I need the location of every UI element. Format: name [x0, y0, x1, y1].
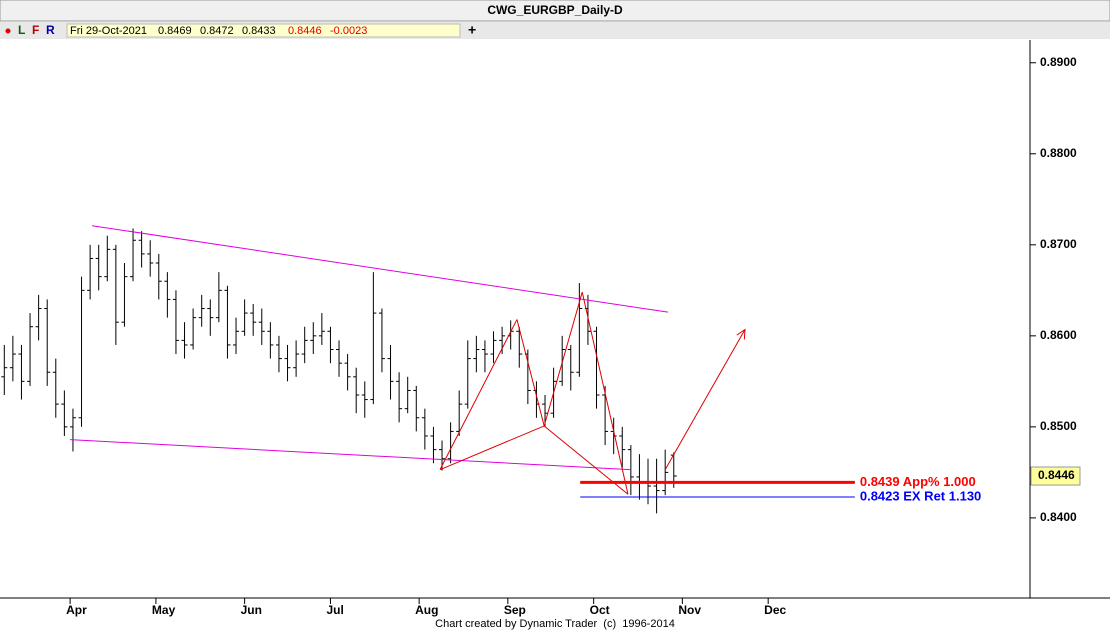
status-dot — [5, 28, 11, 34]
info-high: 0.8472 — [200, 25, 234, 37]
footer: Chart created by Dynamic Trader (c) 1996… — [435, 618, 675, 630]
x-tick-label: Apr — [66, 603, 87, 617]
last-price-label: 0.8446 — [1038, 468, 1075, 482]
title-bar — [0, 0, 1110, 22]
footer-bg — [0, 618, 1110, 632]
toggle[interactable]: F — [32, 23, 39, 37]
y-tick-label: 0.8800 — [1040, 146, 1077, 160]
y-tick-label: 0.8500 — [1040, 419, 1077, 433]
toggle[interactable]: R — [46, 23, 55, 37]
x-tick-label: Jul — [326, 603, 343, 617]
projection — [664, 329, 746, 470]
y-tick-label: 0.8900 — [1040, 55, 1077, 69]
info-change: -0.0023 — [330, 25, 367, 37]
y-tick-label: 0.8400 — [1040, 510, 1077, 524]
x-tick-label: Aug — [415, 603, 438, 617]
chart-title: CWG_EURGBP_Daily-D — [487, 3, 623, 17]
trendline — [70, 439, 631, 471]
last-price-box — [1030, 466, 1081, 486]
x-tick-label: Dec — [764, 603, 786, 617]
pattern-leg — [439, 425, 545, 471]
toggle[interactable]: L — [18, 23, 25, 37]
pattern-leg — [516, 319, 545, 427]
y-tick-label: 0.8700 — [1040, 237, 1077, 251]
x-tick-label: Nov — [678, 603, 701, 617]
x-tick-label: Sep — [504, 603, 526, 617]
info-close: 0.8446 — [288, 25, 322, 37]
trendline — [92, 225, 669, 313]
add-button[interactable]: + — [468, 22, 476, 38]
x-tick-label: Jun — [241, 603, 262, 617]
info-low: 0.8433 — [242, 25, 276, 37]
info-box — [66, 23, 461, 38]
pattern-leg — [543, 292, 583, 427]
arrow-head — [736, 328, 746, 340]
info-open: 0.8469 — [158, 25, 192, 37]
x-tick-label: May — [152, 603, 176, 617]
x-tick-label: Oct — [590, 603, 610, 617]
pattern-leg — [581, 292, 629, 495]
level-label: 0.8439 App% 1.000 — [860, 474, 976, 489]
info-date: Fri 29-Oct-2021 — [70, 25, 147, 37]
y-tick-label: 0.8600 — [1040, 328, 1077, 342]
pattern-leg — [439, 319, 518, 470]
level-label: 0.8423 EX Ret 1.130 — [860, 488, 981, 503]
